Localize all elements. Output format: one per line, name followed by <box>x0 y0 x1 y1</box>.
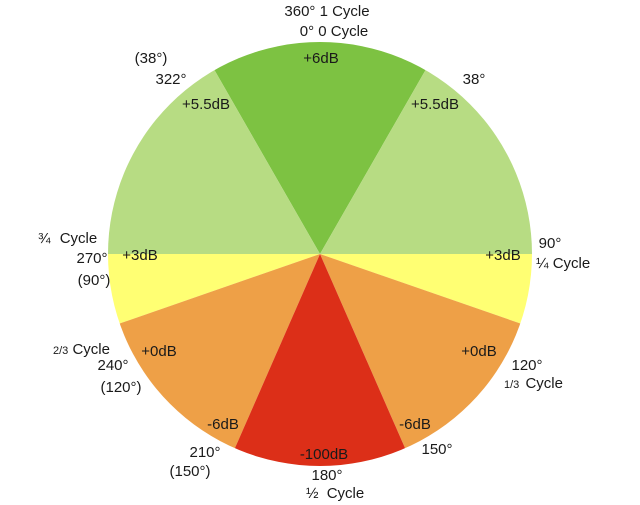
left-three-quarter-word: Cycle <box>60 230 98 247</box>
left-middle-db-label: +3dB <box>122 247 157 264</box>
left-upper-degree-label: 322° <box>155 71 186 88</box>
right-quarter-fraction: ¼ <box>536 255 549 272</box>
left-210-label: 210° <box>189 444 220 461</box>
left-270-label: 270° <box>76 250 107 267</box>
left-90-paren-label: (90°) <box>78 272 111 289</box>
left-three-quarter-fraction: ¾ <box>38 230 51 247</box>
right-upper-db-label: +5.5dB <box>411 96 459 113</box>
bottom-180-label: 180° <box>311 467 342 484</box>
right-upper-wedge <box>320 42 532 254</box>
bottom-half-label: ½ Cycle <box>306 485 364 502</box>
right-bottom-db-label: -6dB <box>399 416 431 433</box>
left-two-thirds-word: Cycle <box>72 341 110 358</box>
bottom-db-label: -100dB <box>300 446 348 463</box>
left-lower-wedge <box>108 254 320 466</box>
right-third-word: Cycle <box>525 375 563 392</box>
right-120-label: 120° <box>511 357 542 374</box>
right-lower-wedge <box>320 254 532 466</box>
left-three-quarter-label: ¾ Cycle <box>38 230 97 247</box>
right-third-fraction: 1/3 <box>504 379 519 391</box>
bottom-half-word: Cycle <box>327 485 365 502</box>
right-third-label: 1/3 Cycle <box>504 375 563 392</box>
top-db-label: +6dB <box>303 50 338 67</box>
left-150-paren-label: (150°) <box>169 463 210 480</box>
right-quarter-word: Cycle <box>553 255 591 272</box>
left-lower-db-label: +0dB <box>141 343 176 360</box>
top-degree-label: 360° 1 Cycle <box>284 3 369 20</box>
left-bottom-db-label: -6dB <box>207 416 239 433</box>
left-upper-db-label: +5.5dB <box>182 96 230 113</box>
left-240-label: 240° <box>97 357 128 374</box>
left-two-thirds-fraction: 2/3 <box>53 345 68 357</box>
wedge-group <box>108 42 532 466</box>
top-zero-label: 0° 0 Cycle <box>300 23 369 40</box>
bottom-half-fraction: ½ <box>306 485 319 502</box>
left-upper-paren-label: (38°) <box>135 50 168 67</box>
right-quarter-label: ¼ Cycle <box>536 255 590 272</box>
right-middle-db-label: +3dB <box>485 247 520 264</box>
right-upper-degree-label: 38° <box>463 71 486 88</box>
bottom-wedge <box>210 254 430 466</box>
left-120-paren-label: (120°) <box>100 379 141 396</box>
right-lower-db-label: +0dB <box>461 343 496 360</box>
left-upper-wedge <box>108 42 320 254</box>
left-two-thirds-label: 2/3 Cycle <box>53 341 110 358</box>
right-150-label: 150° <box>421 441 452 458</box>
top-wedge <box>180 42 460 254</box>
right-90-label: 90° <box>539 235 562 252</box>
